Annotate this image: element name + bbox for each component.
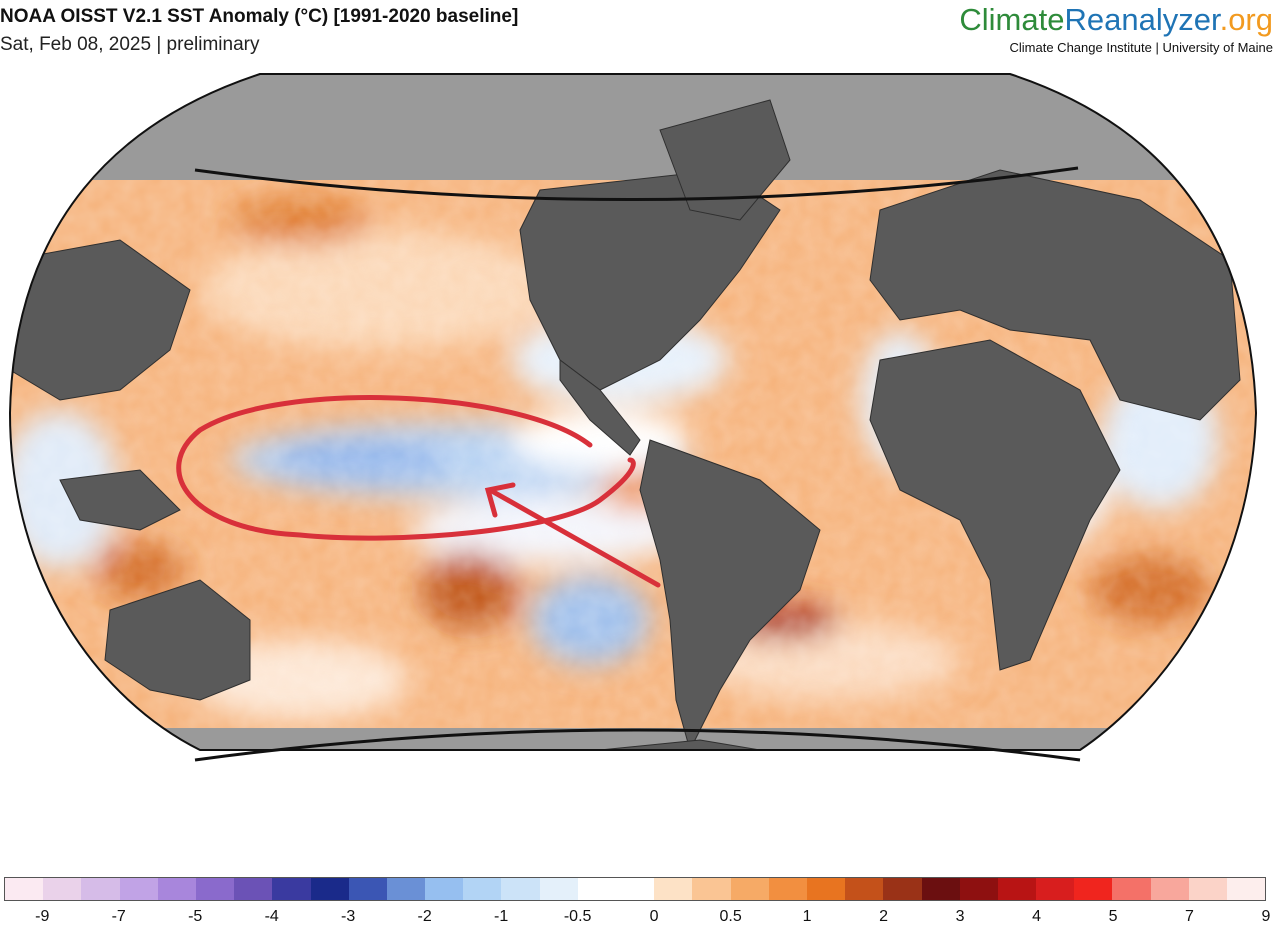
legend-swatch	[348, 878, 387, 900]
legend-swatch	[539, 878, 578, 900]
legend-swatch	[692, 878, 731, 900]
annotation-ellipse	[176, 395, 636, 541]
south-america	[639, 439, 821, 750]
legend-swatch	[1227, 878, 1266, 900]
brand-block: ClimateReanalyzer.org Climate Change Ins…	[959, 2, 1273, 55]
legend-tick-label: 7	[1185, 908, 1194, 925]
legend-tick-label: 1	[802, 908, 812, 925]
annotation-arrowhead	[484, 482, 516, 518]
legend-swatch	[43, 878, 82, 900]
annotation-arrow-shaft	[487, 487, 661, 588]
eurasia	[869, 169, 1241, 421]
brand-logo[interactable]: ClimateReanalyzer.org	[959, 2, 1273, 38]
legend-swatch	[386, 878, 426, 900]
legend-swatch	[425, 878, 464, 900]
legend-swatch	[654, 878, 693, 900]
legend-swatch	[5, 878, 44, 900]
legend-tick-label: -5	[188, 908, 203, 925]
arctic-region	[10, 74, 1256, 180]
maritime-continent	[59, 469, 181, 531]
legend-tick-label: 3	[955, 908, 965, 925]
legend-tick-label: 0.5	[719, 908, 742, 925]
legend-swatch	[1188, 878, 1227, 900]
legend-swatch	[883, 878, 922, 900]
legend-swatch	[997, 878, 1037, 900]
brand-tagline: Climate Change Institute | University of…	[1009, 40, 1273, 55]
legend-swatch	[310, 878, 349, 900]
legend-tick-label: -4	[264, 908, 279, 925]
legend-tick-label: -1	[494, 908, 509, 925]
east-asia-west-edge	[10, 239, 191, 401]
greenland	[659, 99, 791, 221]
africa	[869, 339, 1121, 671]
legend-colorbar	[4, 877, 1266, 901]
legend-tick-label: 0	[649, 908, 659, 925]
legend-tick-label: -2	[417, 908, 432, 925]
sst-anomaly-map	[8, 73, 1258, 762]
legend-tick-label: 2	[879, 908, 889, 925]
australia	[104, 579, 251, 701]
globe-outline	[8, 73, 1258, 751]
legend-swatch	[1150, 878, 1189, 900]
legend-swatch	[119, 878, 158, 900]
legend-tick-label: -3	[341, 908, 356, 925]
map-title: NOAA OISST V2.1 SST Anomaly (°C) [1991-2…	[0, 6, 519, 27]
legend-swatch	[959, 878, 998, 900]
legend-tick-label: 5	[1108, 908, 1118, 925]
legend-swatch	[616, 878, 655, 900]
legend-swatch	[272, 878, 311, 900]
legend-tick-label: -0.5	[563, 908, 592, 925]
southern-ice-boundary	[194, 728, 1081, 762]
color-legend: -9 -7 -5 -4 -3 -2 -1 -0.5 0 0.5 1 2 3 4 5 7 9	[4, 877, 1270, 927]
land	[10, 99, 1241, 750]
legend-swatch	[768, 878, 807, 900]
central-america	[559, 359, 641, 456]
legend-swatch	[81, 878, 120, 900]
legend-tick-label: -9	[35, 908, 50, 925]
brand-logo-part-org: .org	[1219, 2, 1273, 37]
legend-swatch	[845, 878, 884, 900]
legend-swatch	[501, 878, 540, 900]
legend-tick-label: 9	[1261, 908, 1271, 925]
annotations	[176, 395, 661, 588]
legend-swatch	[195, 878, 235, 900]
antarctica	[199, 739, 1101, 750]
legend-swatch	[234, 878, 273, 900]
northern-ice-boundary	[194, 166, 1079, 201]
legend-swatch	[1112, 878, 1151, 900]
brand-logo-part-reanalyzer: Reanalyzer	[1064, 2, 1220, 37]
legend-tick-label: -7	[111, 908, 126, 925]
legend-swatch	[1036, 878, 1075, 900]
legend-swatch	[806, 878, 846, 900]
legend-swatch	[577, 878, 616, 900]
legend-swatch	[157, 878, 196, 900]
legend-swatch	[730, 878, 769, 900]
globe	[10, 74, 1256, 750]
map-subtitle: Sat, Feb 08, 2025 | preliminary	[0, 34, 260, 55]
brand-logo-part-climate: Climate	[959, 2, 1065, 37]
legend-tick-label: 4	[1032, 908, 1041, 925]
legend-swatch	[463, 878, 502, 900]
legend-swatch	[921, 878, 960, 900]
legend-swatch	[1074, 878, 1113, 900]
